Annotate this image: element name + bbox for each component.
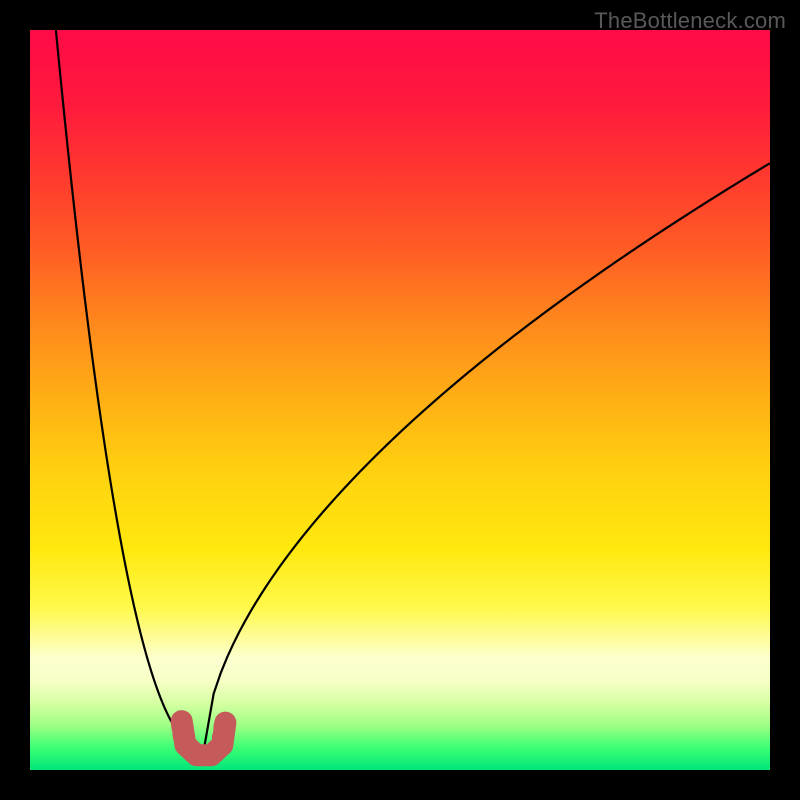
bottleneck-chart (30, 30, 770, 770)
plot-area (30, 30, 770, 770)
chart-stage: TheBottleneck.com (0, 0, 800, 800)
highlight-marker (212, 727, 233, 748)
gradient-background (30, 30, 770, 770)
highlight-marker (175, 734, 196, 755)
